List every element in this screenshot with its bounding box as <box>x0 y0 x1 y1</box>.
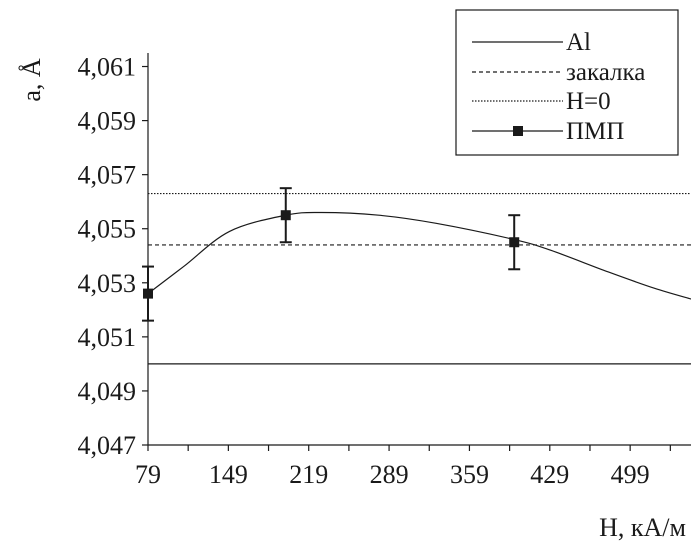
legend-label-pmp: ПМП <box>566 118 624 145</box>
legend-entry-al: Al <box>472 29 591 56</box>
data-point-pmp <box>509 237 520 248</box>
y-axis-label: a, Å <box>17 58 46 102</box>
y-tick-label: 4,051 <box>78 323 137 352</box>
legend-label-al: Al <box>566 29 591 56</box>
y-tick-label: 4,059 <box>78 107 137 136</box>
plot-lines <box>147 192 691 365</box>
legend-label-zakalka: закалка <box>566 59 645 86</box>
y-tick-label: 4,049 <box>78 377 137 406</box>
y-tick-label: 4,053 <box>78 269 137 298</box>
x-tick-label: 429 <box>530 460 569 489</box>
plot-markers <box>142 187 521 322</box>
y-tick-label: 4,055 <box>78 215 137 244</box>
y-tick-label: 4,047 <box>78 431 137 460</box>
x-tick-label: 79 <box>135 460 161 489</box>
ticks: 4,047 4,049 4,051 4,053 4,055 4,057 4,059 4,061… <box>78 53 671 489</box>
x-tick-label: 499 <box>611 460 650 489</box>
legend-entry-h0: H=0 <box>472 88 611 115</box>
legend-entry-zakalka: закалка <box>472 59 645 86</box>
legend: Al закалка H=0 ПМП <box>455 9 679 156</box>
axes <box>147 53 691 446</box>
x-tick-label: 359 <box>450 460 489 489</box>
x-tick-label: 149 <box>209 460 248 489</box>
fit-curve <box>147 211 691 300</box>
x-tick-label: 289 <box>370 460 409 489</box>
y-tick-label: 4,061 <box>78 53 137 82</box>
x-tick-label: 219 <box>289 460 328 489</box>
legend-marker-pmp <box>513 126 523 136</box>
data-point-pmp <box>280 210 291 221</box>
y-tick-label: 4,057 <box>78 161 137 190</box>
legend-label-h0: H=0 <box>566 88 611 115</box>
data-point-pmp <box>143 288 153 299</box>
x-axis-label: H, кА/м <box>599 513 686 542</box>
legend-entry-pmp: ПМП <box>472 118 624 145</box>
